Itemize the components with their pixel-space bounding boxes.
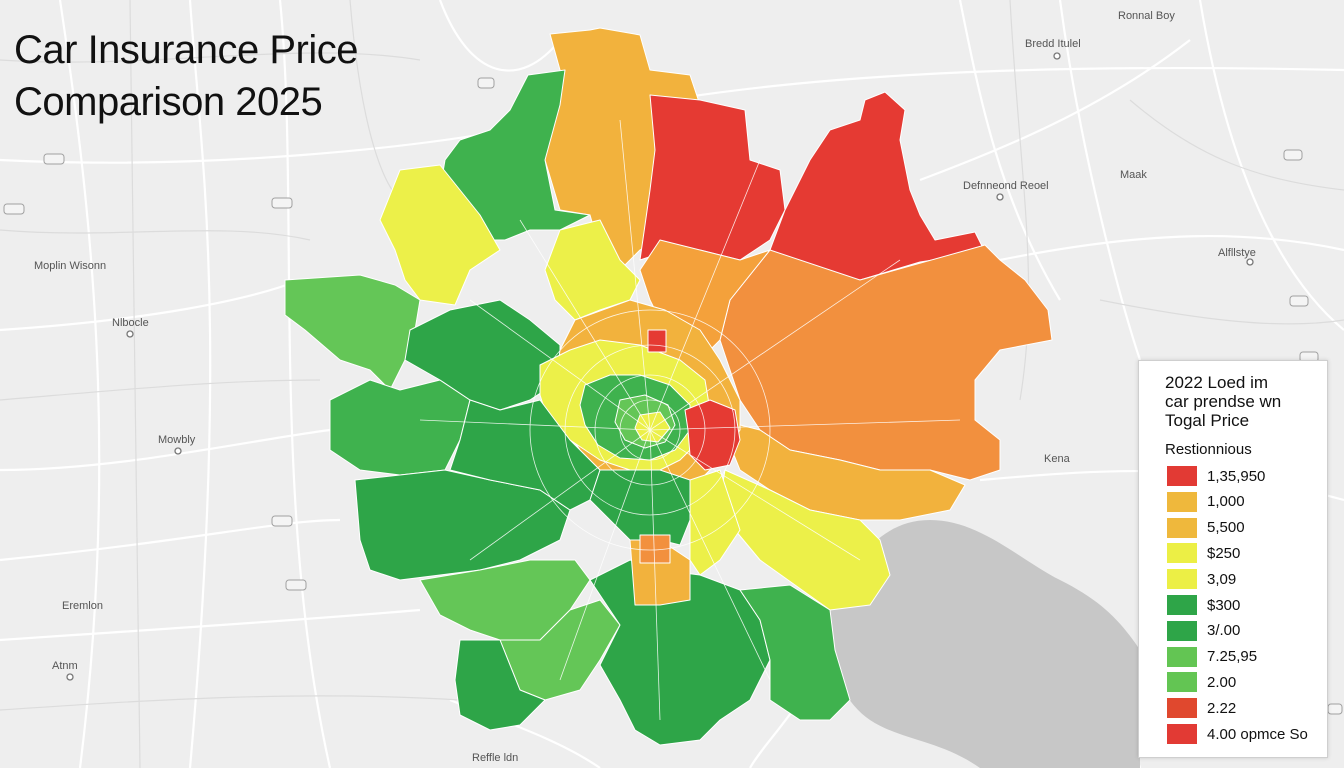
legend-heading-line: 2022 Loed im [1165,373,1269,392]
district-northwest-green[interactable] [439,69,591,241]
district-center-south-yellow[interactable] [689,469,741,576]
district-southwest-darkgreen[interactable] [354,469,571,581]
legend-item: 4.00 opmce So [1167,723,1308,745]
water-body [820,520,1140,768]
place-label: Maak [1120,169,1147,181]
district-polygons[interactable] [284,27,1053,746]
legend-item: 5,500 [1167,517,1245,539]
district-west-green[interactable] [329,379,471,476]
legend-swatch [1167,672,1197,693]
legend-value: 3/.00 [1207,622,1241,640]
legend-item: 3,09 [1167,568,1236,590]
legend-value: 3,09 [1207,570,1237,588]
place-label: Kena [1044,453,1070,465]
district-northeast-red[interactable] [769,91,986,281]
district-center-south-green[interactable] [589,469,691,546]
route-shields [3,77,1343,715]
title-line-2: Comparison 2025 [14,80,323,124]
title-line-1: Car Insurance Price [14,28,358,72]
legend-value: 1,35,950 [1207,467,1266,485]
legend-item: $300 [1167,594,1240,616]
place-label: Nlbocle [112,317,149,329]
legend-swatch [1167,646,1197,667]
place-label: Atnm [52,660,78,672]
legend-heading-line: Togal Price [1165,411,1250,430]
legend-value: 2.22 [1207,699,1237,717]
legend-swatch [1167,543,1197,564]
district-southeast-green[interactable] [739,584,851,721]
legend-heading-line: car prendse wn [1165,392,1282,411]
district-west-lightgreen[interactable] [284,274,421,391]
place-label: Defnneond Reoel [963,180,1049,192]
place-markers [66,52,1254,681]
legend-value: 5,500 [1207,519,1245,537]
legend-value: $300 [1207,596,1241,614]
map-legend: 2022 Loed im car prendse wn Togal Price … [1138,360,1328,758]
district-small-red[interactable] [647,329,667,353]
place-label: Moplin Wisonn [34,260,107,272]
legend-item: 1,35,950 [1167,465,1265,487]
place-label: Bredd Itulel [1025,38,1081,50]
place-label: Eremlon [62,600,103,612]
legend-subheading: Restionnious [1165,441,1252,458]
legend-swatch [1167,595,1197,615]
legend-item: 3/.00 [1167,620,1240,642]
legend-value: $250 [1207,544,1241,562]
legend-item: 2.00 [1167,671,1236,693]
legend-value: 1,000 [1207,493,1245,511]
legend-swatch [1167,466,1197,486]
legend-value: 7.25,95 [1207,648,1258,666]
legend-swatch [1167,569,1197,590]
legend-value: 2.00 [1207,673,1237,691]
legend-swatch [1167,620,1197,641]
district-subdivision-lines [419,119,961,721]
place-label: Mowbly [158,434,196,446]
legend-swatch [1167,491,1197,512]
legend-value: 4.00 opmce So [1207,725,1308,743]
legend-item: 7.25,95 [1167,646,1257,668]
legend-swatch [1167,517,1197,538]
district-south-darkgreen[interactable] [454,639,546,731]
legend-heading: 2022 Loed im car prendse wn Togal Price [1165,373,1281,430]
legend-item: 1,000 [1167,491,1245,513]
legend-item: $250 [1167,542,1240,564]
legend-item: 2.22 [1167,697,1236,719]
district-east-orange[interactable] [719,244,1053,481]
place-label: Ronnal Boy [1118,10,1175,22]
place-label: Reffle ldn [472,752,519,764]
district-north-red[interactable] [639,94,786,261]
legend-swatch [1167,724,1197,744]
place-label: Alfllstye [1218,247,1256,259]
district-northwest-yellow[interactable] [379,164,501,306]
district-center-red[interactable] [684,399,741,471]
legend-swatch [1167,698,1197,719]
map-title: Car Insurance Price Comparison 2025 [14,24,358,128]
